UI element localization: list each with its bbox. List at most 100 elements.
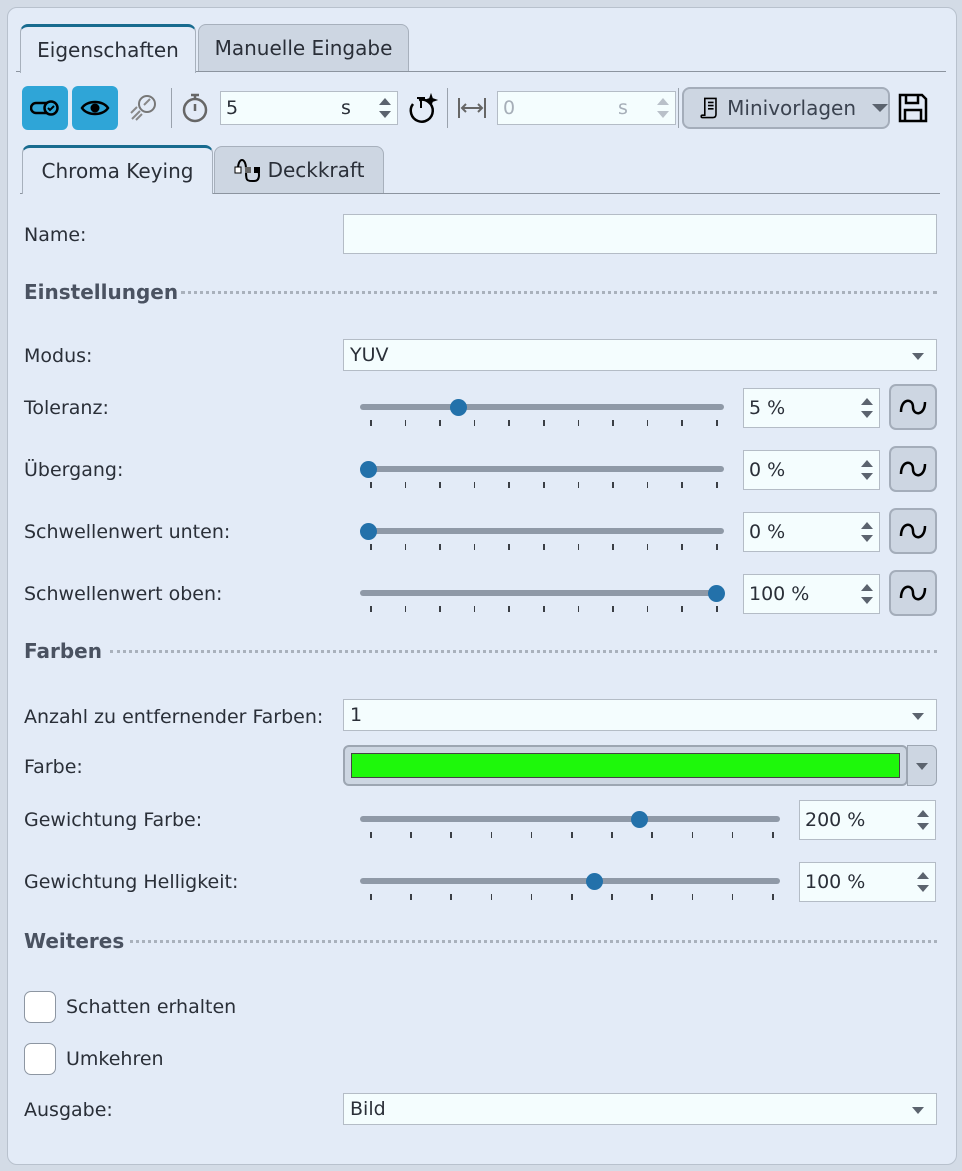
slider-tick (404, 420, 407, 426)
umkehren-label: Umkehren (66, 1048, 164, 1070)
chevron-down-icon (912, 353, 924, 360)
slider-track[interactable] (360, 404, 724, 410)
umkehren-checkbox[interactable] (24, 1043, 56, 1075)
slider-tick (612, 606, 614, 612)
section-divider (110, 650, 937, 653)
subtab-divider (20, 193, 940, 194)
section-divider (181, 291, 937, 294)
value-spinner[interactable] (861, 460, 873, 480)
slider-value-input[interactable]: 0 % (743, 450, 880, 490)
slider-tick (404, 606, 407, 612)
slider-label: Gewichtung Farbe: (24, 809, 203, 831)
count-select[interactable]: 1 (343, 699, 937, 731)
modus-select[interactable]: YUV (343, 339, 937, 371)
slider-value-input[interactable]: 200 % (799, 800, 936, 840)
slider-label: Gewichtung Helligkeit: (24, 871, 239, 893)
slider-tick (716, 606, 718, 612)
duration-input[interactable]: 5 s (220, 91, 398, 125)
slider-tick (577, 544, 580, 550)
save-icon[interactable] (898, 93, 928, 123)
slider-value: 5 % (749, 397, 786, 419)
offset-spinner[interactable] (657, 98, 669, 118)
value-spinner[interactable] (861, 584, 873, 604)
sine-wave-icon (899, 585, 927, 601)
slider-tick (530, 894, 533, 900)
count-label: Anzahl zu entfernender Farben: (24, 706, 324, 728)
eye-icon (80, 100, 110, 116)
slider-value-input[interactable]: 100 % (799, 862, 936, 902)
slider-tick (612, 482, 614, 488)
slider-label: Übergang: (24, 459, 124, 481)
minivorlagen-button[interactable]: Minivorlagen (682, 87, 890, 129)
value-spinner[interactable] (861, 522, 873, 542)
slider-thumb[interactable] (360, 523, 377, 540)
slider-tick (731, 894, 734, 900)
slider-tick (571, 894, 573, 900)
slider-tick (450, 832, 452, 838)
slider-tick (530, 832, 533, 838)
tab-deckkraft[interactable]: Deckkraft (214, 146, 384, 193)
slider-track[interactable] (360, 816, 780, 822)
slider-tick (571, 832, 573, 838)
slider-thumb[interactable] (360, 461, 377, 478)
width-arrows-icon (458, 98, 486, 118)
slider-tick (543, 544, 545, 550)
curve-button[interactable] (889, 570, 937, 616)
auto-duration-icon[interactable] (405, 90, 441, 126)
section-title: Weiteres (24, 929, 125, 953)
name-input[interactable] (343, 214, 937, 254)
slider-track[interactable] (360, 466, 724, 472)
output-select[interactable]: Bild (343, 1093, 937, 1125)
tab-manuelle-eingabe[interactable]: Manuelle Eingabe (198, 24, 409, 71)
slider-tick (612, 420, 614, 426)
value-spinner[interactable] (917, 810, 929, 830)
slider-track[interactable] (360, 528, 724, 534)
slider-tick (508, 606, 510, 612)
curve-button[interactable] (889, 384, 937, 430)
slider-tick (716, 482, 718, 488)
slider-thumb[interactable] (450, 399, 468, 416)
enable-toggle-button[interactable] (22, 86, 68, 130)
slider-tick (439, 606, 441, 612)
value-spinner[interactable] (917, 872, 929, 892)
curve-button[interactable] (889, 508, 937, 554)
slider-track[interactable] (360, 590, 724, 596)
color-picker-button[interactable] (343, 745, 908, 786)
slider-value-input[interactable]: 5 % (743, 388, 880, 428)
slider-thumb[interactable] (586, 873, 604, 890)
slider-tick (681, 482, 683, 488)
duration-unit: s (341, 97, 351, 119)
offset-unit: s (618, 97, 628, 119)
motion-button[interactable] (120, 86, 166, 130)
value-spinner[interactable] (861, 398, 873, 418)
tab-eigenschaften[interactable]: Eigenschaften (20, 24, 196, 73)
schatten-erhalten-checkbox[interactable] (24, 991, 56, 1023)
color-dropdown-button[interactable] (907, 745, 937, 786)
slider-label: Schwellenwert unten: (24, 521, 231, 543)
offset-input[interactable]: 0 s (497, 91, 676, 125)
visibility-button[interactable] (72, 86, 118, 130)
slider-tick (370, 606, 372, 612)
slider-tick (370, 832, 372, 838)
slider-tick (577, 606, 580, 612)
color-label: Farbe: (24, 756, 83, 778)
section-title: Einstellungen (24, 280, 179, 304)
duration-spinner[interactable] (379, 98, 391, 118)
slider-track[interactable] (360, 878, 780, 884)
slider-value-input[interactable]: 100 % (743, 574, 880, 614)
slider-tick (716, 420, 718, 426)
tab-chroma-keying[interactable]: Chroma Keying (22, 145, 213, 194)
tab-label: Chroma Keying (41, 159, 194, 183)
curve-button[interactable] (889, 446, 937, 492)
slider-value: 0 % (749, 459, 786, 481)
slider-tick (404, 482, 407, 488)
sine-wave-icon (899, 399, 927, 415)
slider-tick (490, 832, 493, 838)
slider-thumb[interactable] (708, 585, 725, 602)
slider-thumb[interactable] (630, 811, 648, 828)
modus-value: YUV (350, 344, 389, 366)
slider-tick (691, 832, 694, 838)
section-farben: Farben (24, 639, 102, 663)
slider-value: 200 % (805, 809, 866, 831)
slider-value-input[interactable]: 0 % (743, 512, 880, 552)
